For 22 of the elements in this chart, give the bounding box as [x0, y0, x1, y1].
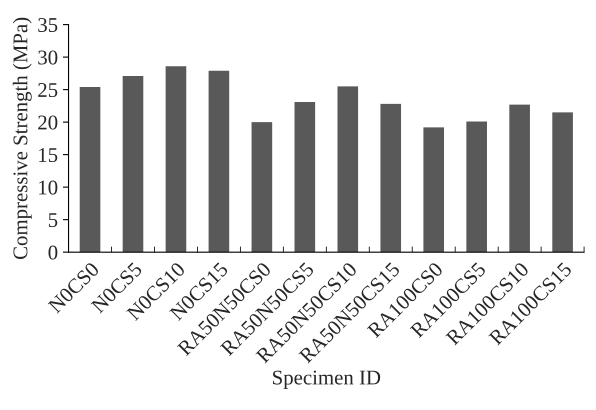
bar: [208, 70, 230, 252]
y-tick-label: 15: [39, 148, 58, 162]
y-tick-label: 20: [38, 115, 58, 130]
x-axis-title: Specimen ID: [273, 370, 380, 389]
y-axis-title: Compressive Strength (MPa): [12, 18, 32, 260]
bar: [380, 104, 402, 252]
bar: [122, 76, 144, 252]
bar: [423, 127, 444, 252]
y-tick-label: 10: [39, 180, 58, 195]
bar: [294, 102, 316, 252]
y-tick-label: 30: [38, 50, 58, 65]
bar: [509, 104, 530, 252]
y-tick-label: 0: [48, 246, 58, 260]
y-tick-label: 5: [48, 213, 58, 228]
bar: [166, 66, 186, 252]
bar: [252, 122, 272, 252]
y-tick-label: 25: [38, 83, 58, 98]
bar: [466, 121, 487, 252]
y-tick-label: 35: [38, 18, 58, 32]
bar: [80, 87, 100, 252]
bar: [552, 112, 573, 252]
bar: [337, 86, 358, 252]
